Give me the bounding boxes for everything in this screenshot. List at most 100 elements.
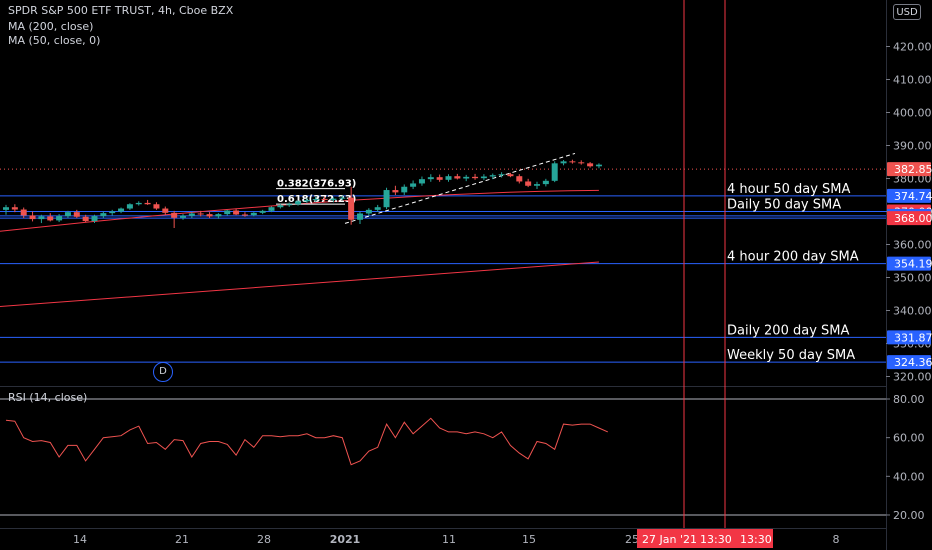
candle-body (516, 176, 523, 182)
candle-body (286, 204, 293, 206)
candle-body (29, 215, 36, 220)
price-tick-label: 410.00 (893, 74, 932, 87)
candle-body (401, 186, 408, 193)
candle-body (436, 177, 443, 180)
ma200-legend: MA (200, close) (8, 20, 94, 33)
candle-body (480, 176, 487, 179)
candle-body (20, 209, 27, 216)
price-tick-label: 350.00 (893, 272, 932, 285)
candle-body (383, 190, 390, 208)
candle-body (321, 198, 328, 200)
rsi-tick-label: 60.00 (893, 432, 925, 445)
level-label-backdrop (726, 196, 886, 211)
rsi-tick-label: 40.00 (893, 470, 925, 483)
candle-body (357, 213, 363, 220)
level-annotation: 4 hour 50 day SMA (727, 182, 850, 197)
ma200-line (0, 261, 599, 308)
price-tick-label: 400.00 (893, 107, 932, 120)
level-annotation: Daily 50 day SMA (727, 198, 841, 213)
price-tick-label: 340.00 (893, 305, 932, 318)
candle-body (126, 204, 133, 209)
time-badge-date: 27 Jan '21 (642, 533, 697, 546)
candle-body (38, 216, 45, 220)
candle-body (295, 201, 302, 205)
level-price-badge-bg (887, 211, 931, 226)
candle-body (392, 190, 399, 193)
time-tick-label: 25 (625, 533, 639, 546)
candle-body (82, 216, 89, 222)
candle-body (180, 215, 186, 218)
candle-body (472, 176, 479, 179)
level-annotation: Daily 200 day SMA (727, 323, 849, 338)
time-tick-label: 11 (442, 533, 456, 546)
time-tick-label: 28 (257, 533, 271, 546)
candle-body (241, 214, 248, 216)
time-tick-label: 8 (833, 533, 840, 546)
candle-body (118, 208, 125, 212)
candle-body (259, 210, 266, 213)
candle-body (162, 208, 169, 213)
candle-body (339, 197, 346, 199)
ma50-legend: MA (50, close, 0) (8, 34, 101, 47)
fib-level-label: 0.382(376.93) (277, 179, 356, 190)
level-price-badge-bg (887, 355, 931, 370)
currency-button[interactable]: USD (893, 4, 921, 20)
level-price-badge: 374.74 (894, 190, 932, 203)
candle-body (312, 198, 319, 200)
candle-body (73, 212, 80, 217)
candle-body (268, 207, 275, 211)
candle-body (498, 174, 505, 176)
candle-body (542, 180, 549, 185)
candle-body (215, 214, 222, 217)
candle-body (135, 202, 142, 205)
candle-body (250, 212, 257, 216)
price-tick-label: 390.00 (893, 140, 932, 153)
candle-body (507, 174, 514, 177)
candle-body (109, 211, 116, 214)
candle-body (64, 212, 71, 217)
time-badge-time: 13:30 (700, 533, 732, 546)
rsi-line (5, 417, 609, 466)
level-annotation: 4 hour 200 day SMA (727, 250, 859, 265)
time-badge-bg (637, 529, 773, 548)
last-price-badge: 382.85 (894, 163, 932, 176)
candle-body (427, 177, 434, 180)
candle-body (3, 207, 9, 210)
candle-body (91, 216, 98, 222)
price-tick-label: 360.00 (893, 239, 932, 252)
level-price-badge-bg (887, 188, 931, 203)
rsi-legend: RSI (14, close) (8, 391, 88, 404)
time-tick-label: 2021 (330, 533, 361, 546)
candle-body (197, 213, 204, 215)
time-tick-label: 21 (175, 533, 189, 546)
candle-body (303, 199, 310, 202)
time-tick-label: 14 (73, 533, 87, 546)
candle-body (560, 161, 567, 164)
rsi-tick-label: 20.00 (893, 509, 925, 522)
last-price-badge-bg (887, 162, 931, 177)
candle-body (56, 216, 63, 221)
candle-body (277, 205, 284, 208)
time-badge-time: 13:30 (740, 533, 772, 546)
candle-body (144, 202, 151, 205)
candle-body (153, 204, 160, 209)
candle-body (100, 213, 107, 217)
candle-body (418, 179, 425, 184)
level-price-badge: 331.87 (894, 331, 932, 344)
level-price-badge-bg (887, 256, 931, 271)
candle-body (365, 209, 372, 214)
candle-body (587, 163, 594, 167)
dividend-event-badge[interactable]: D (153, 362, 173, 382)
candle-body (551, 163, 558, 181)
price-tick-label: 420.00 (893, 41, 932, 54)
candle-body (374, 207, 381, 210)
candle-body (445, 176, 452, 180)
candle-body (188, 213, 195, 216)
level-annotation: Weekly 50 day SMA (727, 348, 855, 363)
candle-body (525, 181, 532, 186)
level-price-badge: 324.36 (894, 356, 932, 369)
level-price-badge: 354.19 (894, 258, 932, 271)
level-label-backdrop (726, 248, 886, 263)
trend-line (344, 152, 576, 224)
